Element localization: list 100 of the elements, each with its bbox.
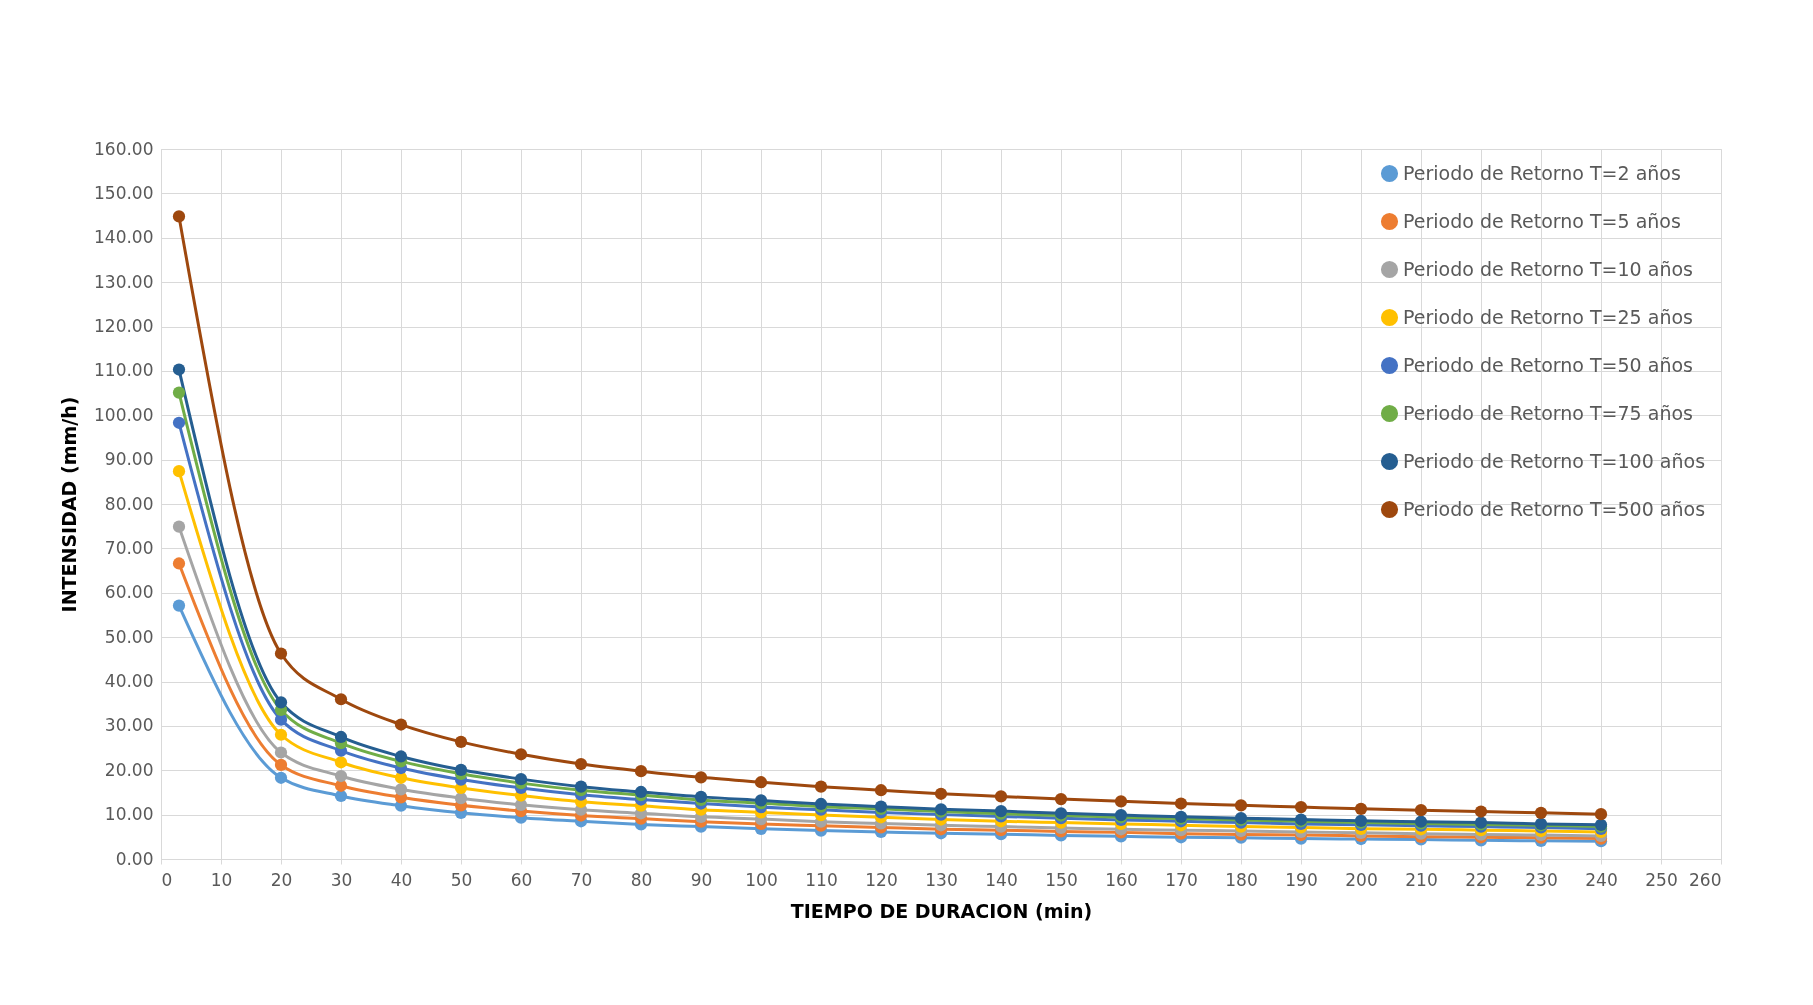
x-tick-label: 40 — [390, 869, 413, 890]
x-tick-label: 60 — [510, 869, 533, 890]
x-tick-label: 220 — [1465, 869, 1498, 890]
legend-label: Periodo de Retorno T=50 años — [1403, 353, 1693, 376]
point — [274, 728, 288, 741]
point — [1594, 808, 1608, 821]
point — [1534, 806, 1548, 819]
legend-label: Periodo de Retorno T=75 años — [1403, 401, 1693, 424]
point — [274, 771, 288, 784]
y-tick-label: 70.00 — [104, 537, 154, 558]
y-tick-label: 10.00 — [104, 804, 154, 825]
y-tick-label: 130.00 — [94, 271, 154, 292]
x-tick-label: 130 — [925, 869, 958, 890]
y-tick-label: 160.00 — [94, 138, 154, 159]
legend-label: Periodo de Retorno T=5 años — [1403, 209, 1681, 232]
point — [1114, 795, 1128, 808]
point — [1234, 799, 1248, 812]
point — [394, 783, 408, 796]
point — [394, 718, 408, 731]
y-tick-label: 40.00 — [104, 671, 154, 691]
point — [574, 757, 588, 771]
point — [172, 386, 186, 399]
point — [634, 765, 648, 778]
point — [1354, 802, 1368, 815]
point — [694, 790, 708, 803]
point — [274, 758, 288, 772]
point — [814, 780, 828, 793]
legend-label: Periodo de Retorno T=500 años — [1403, 497, 1706, 520]
x-tick-label: 0 — [161, 869, 173, 890]
point — [172, 557, 186, 570]
legend-label: Periodo de Retorno T=100 años — [1403, 449, 1706, 472]
point — [172, 416, 186, 429]
y-tick-label: 150.00 — [94, 182, 154, 203]
y-tick-label: 20.00 — [104, 759, 154, 780]
point — [172, 520, 186, 533]
point — [334, 756, 348, 769]
point — [994, 790, 1008, 803]
x-tick-label: 200 — [1345, 869, 1378, 890]
legend-label: Periodo de Retorno T=10 años — [1403, 257, 1693, 280]
x-tick-label: 70 — [570, 869, 593, 890]
x-tick-label: 50 — [450, 869, 473, 890]
point — [334, 789, 348, 803]
x-tick-label: 250 — [1645, 869, 1678, 890]
point — [394, 750, 408, 763]
legend-label: Periodo de Retorno T=25 años — [1403, 305, 1693, 328]
y-tick-label: 100.00 — [94, 404, 154, 425]
y-tick-label: 0.00 — [115, 848, 154, 869]
point — [574, 780, 588, 793]
x-tick-label: 120 — [865, 869, 898, 890]
point — [1474, 805, 1488, 818]
point — [694, 771, 708, 784]
y-tick-label: 30.00 — [104, 715, 154, 736]
point — [1414, 804, 1428, 817]
x-tick-label: 170 — [1165, 869, 1198, 890]
point — [454, 763, 468, 776]
x-tick-label: 150 — [1045, 869, 1078, 890]
x-axis-title: TIEMPO DE DURACION (min) — [790, 899, 1093, 922]
x-tick-label: 100 — [745, 869, 778, 890]
x-tick-label: 140 — [985, 869, 1018, 890]
point — [1054, 792, 1068, 806]
x-tick-label: 210 — [1405, 869, 1438, 890]
point — [934, 787, 948, 800]
x-tick-label: 260 — [1689, 869, 1722, 890]
point — [334, 693, 348, 706]
y-tick-label: 60.00 — [104, 582, 154, 603]
x-tick-label: 30 — [330, 869, 353, 890]
y-tick-label: 90.00 — [104, 449, 154, 470]
x-tick-label: 90 — [690, 869, 713, 890]
point — [274, 696, 288, 709]
y-tick-label: 50.00 — [104, 626, 154, 647]
point — [1174, 797, 1188, 810]
x-tick-label: 80 — [630, 869, 653, 890]
y-tick-label: 80.00 — [104, 493, 154, 514]
x-tick-label: 240 — [1585, 869, 1618, 890]
y-tick-label: 110.00 — [94, 360, 154, 381]
point — [172, 599, 186, 612]
point — [172, 363, 186, 376]
point — [1294, 800, 1308, 814]
x-tick-label: 230 — [1525, 869, 1558, 890]
point — [754, 776, 768, 789]
point — [514, 773, 528, 786]
point — [454, 792, 468, 805]
point — [454, 735, 468, 748]
point — [874, 784, 888, 797]
x-tick-label: 10 — [210, 869, 233, 890]
point — [334, 769, 348, 783]
x-tick-label: 20 — [270, 869, 293, 890]
legend-label: Periodo de Retorno T=2 años — [1403, 161, 1681, 184]
y-tick-label: 140.00 — [94, 227, 154, 248]
y-tick-label: 120.00 — [94, 316, 154, 336]
x-tick-label: 110 — [805, 869, 838, 890]
y-axis-title: INTENSIDAD (mm/h) — [58, 396, 81, 613]
point — [334, 730, 348, 744]
point — [172, 210, 186, 223]
point — [172, 465, 186, 478]
point — [274, 647, 288, 660]
x-tick-label: 160 — [1105, 869, 1138, 890]
point — [514, 748, 528, 761]
point — [274, 746, 288, 759]
x-tick-label: 190 — [1285, 869, 1318, 890]
